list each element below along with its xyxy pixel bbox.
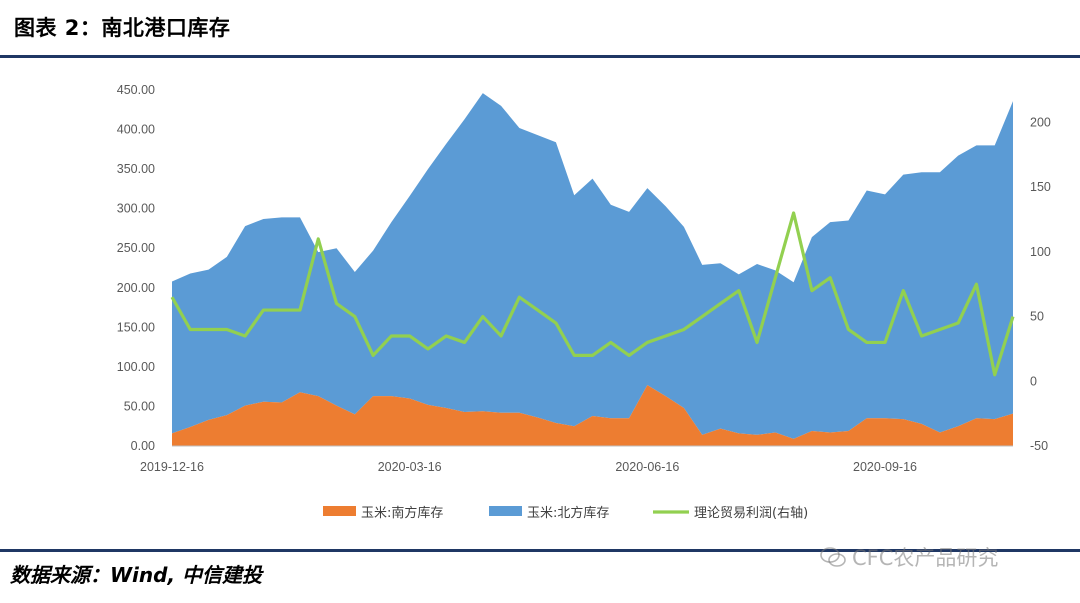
data-source-note: 数据来源：Wind, 中信建投 [10,563,263,587]
axes-layer: 0.00 50.00 100.00 150.00 200.00 250.00 300.00 3… [117,83,1051,474]
y-left-tick-label: 250.00 [117,241,155,255]
y-left-tick-label: 0.00 [131,439,155,453]
legend-label: 玉米:北方库存 [527,505,609,521]
y-left-tick-label: 200.00 [117,281,155,295]
watermark: CFC农产品研究 [820,540,998,574]
area-chart: 0.00 50.00 100.00 150.00 200.00 250.00 300.00 3… [117,83,1051,521]
legend-label: 玉米:南方库存 [361,505,443,521]
south-inventory-area [172,385,1013,446]
top-divider [0,55,1080,58]
wechat-icon [820,547,846,567]
y-right-tick-label: 150 [1030,180,1051,194]
profit-line-layer [170,211,1015,377]
y-left-tick-label: 350.00 [117,162,155,176]
bottom-divider [0,549,1080,552]
y-left-tick-label: 100.00 [117,360,155,374]
chart-title: 图表 2：南北港口库存 [14,16,231,40]
y-right-tick-label: 50 [1030,310,1044,324]
y-left-tick-label: 50.00 [124,399,155,413]
x-tick-label: 2020-03-16 [378,460,442,474]
legend-swatch [323,506,356,516]
y-right-tick-label: 0 [1030,374,1037,388]
x-tick-label: 2019-12-16 [140,460,204,474]
legend-swatch [489,506,522,516]
north-inventory-area [172,93,1013,439]
y-left-tick-label: 400.00 [117,123,155,137]
x-tick-label: 2020-06-16 [615,460,679,474]
legend: 玉米:南方库存 玉米:北方库存 理论贸易利润(右轴) [323,505,808,521]
y-right-tick-label: 200 [1030,115,1051,129]
watermark-text: CFC农产品研究 [852,546,999,570]
profit-line [170,211,1015,377]
y-left-tick-label: 150.00 [117,320,155,334]
y-right-tick-label: 100 [1030,245,1051,259]
y-left-tick-label: 450.00 [117,83,155,97]
areas-layer [172,93,1013,446]
y-right-tick-label: -50 [1030,439,1048,453]
x-tick-label: 2020-09-16 [853,460,917,474]
y-left-tick-label: 300.00 [117,202,155,216]
legend-label: 理论贸易利润(右轴) [694,506,808,521]
